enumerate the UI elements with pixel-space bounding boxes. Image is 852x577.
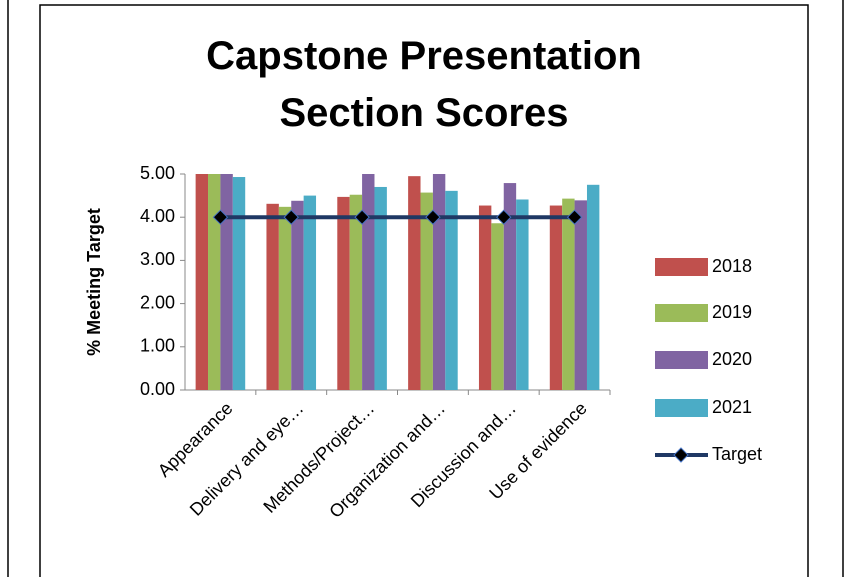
bar [478,205,492,390]
bar [208,174,221,390]
bar [195,174,209,390]
legend-label: 2020 [712,349,752,369]
y-axis-label: % Meeting Target [84,208,104,356]
bar [549,205,563,390]
bar [420,192,433,390]
x-tick-label: Organization and… [325,398,449,522]
chart-title: Capstone Presentation Section Scores [206,34,642,135]
bar [291,200,304,390]
bar [408,176,421,390]
legend-swatch [655,304,708,322]
target-marker [425,209,441,225]
y-tick-label: 1.00 [140,336,175,356]
bar [232,177,246,390]
y-tick-label: 3.00 [140,249,175,269]
legend-swatch [655,399,708,417]
target-marker [212,209,229,225]
bar [278,206,292,390]
legend-label: Target [712,444,762,464]
chart-border [39,4,809,577]
legend-marker [673,447,689,463]
y-tick-label: 5.00 [140,163,175,183]
bar [374,186,387,390]
legend-label: 2021 [712,397,752,417]
bar [266,203,279,390]
bar [491,223,504,390]
y-tick-label: 4.00 [140,206,175,226]
target-marker [566,209,583,225]
target-marker [496,209,512,225]
bar [303,195,317,390]
target-marker [354,209,370,225]
legend-swatch [655,351,708,369]
bar [503,183,517,390]
legend-label: 2018 [712,256,752,276]
bar [516,199,529,390]
bar [349,194,363,390]
legend-label: 2019 [712,302,752,322]
bar [362,174,375,390]
bar [574,200,587,390]
bar [432,174,446,390]
y-tick-label: 2.00 [140,292,175,312]
bar [586,184,600,390]
bar [562,198,575,390]
target-marker [283,209,299,225]
bar [445,190,458,390]
bar [337,196,350,390]
legend-swatch [655,258,708,276]
y-tick-label: 0.00 [140,379,175,399]
bar [220,174,233,390]
